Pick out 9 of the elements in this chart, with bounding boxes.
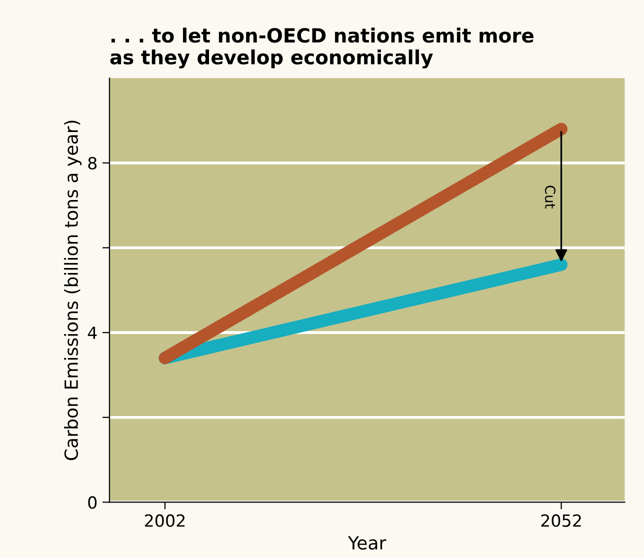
y-tick-label: 4 [88,326,97,339]
x-axis-title: Year [348,536,386,550]
x-tick-label: 2002 [144,514,184,527]
y-tick-label: 8 [88,156,97,170]
y-tick-label: 0 [88,496,97,509]
annotation: Cut [544,186,556,209]
y-axis-title: Carbon Emissions (billion tons a year) [64,120,82,460]
x-tick-label: 2052 [541,514,581,527]
chart-title: . . . to let non-OECD nations emit more as they develop economically [110,28,534,68]
